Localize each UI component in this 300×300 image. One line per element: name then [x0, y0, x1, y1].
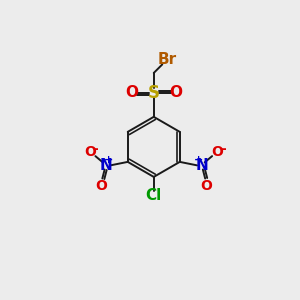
Text: O: O	[169, 85, 182, 100]
Text: +: +	[194, 155, 203, 165]
Text: O: O	[125, 85, 139, 100]
Text: Br: Br	[158, 52, 177, 67]
Text: N: N	[99, 158, 112, 173]
Text: O: O	[84, 145, 96, 159]
Text: -: -	[220, 142, 226, 156]
Text: Cl: Cl	[146, 188, 162, 203]
Text: N: N	[195, 158, 208, 173]
Text: O: O	[95, 179, 107, 193]
Text: O: O	[212, 145, 224, 159]
Text: S: S	[148, 84, 160, 102]
Text: O: O	[200, 179, 212, 193]
Text: -: -	[92, 142, 98, 156]
Text: +: +	[104, 155, 113, 165]
